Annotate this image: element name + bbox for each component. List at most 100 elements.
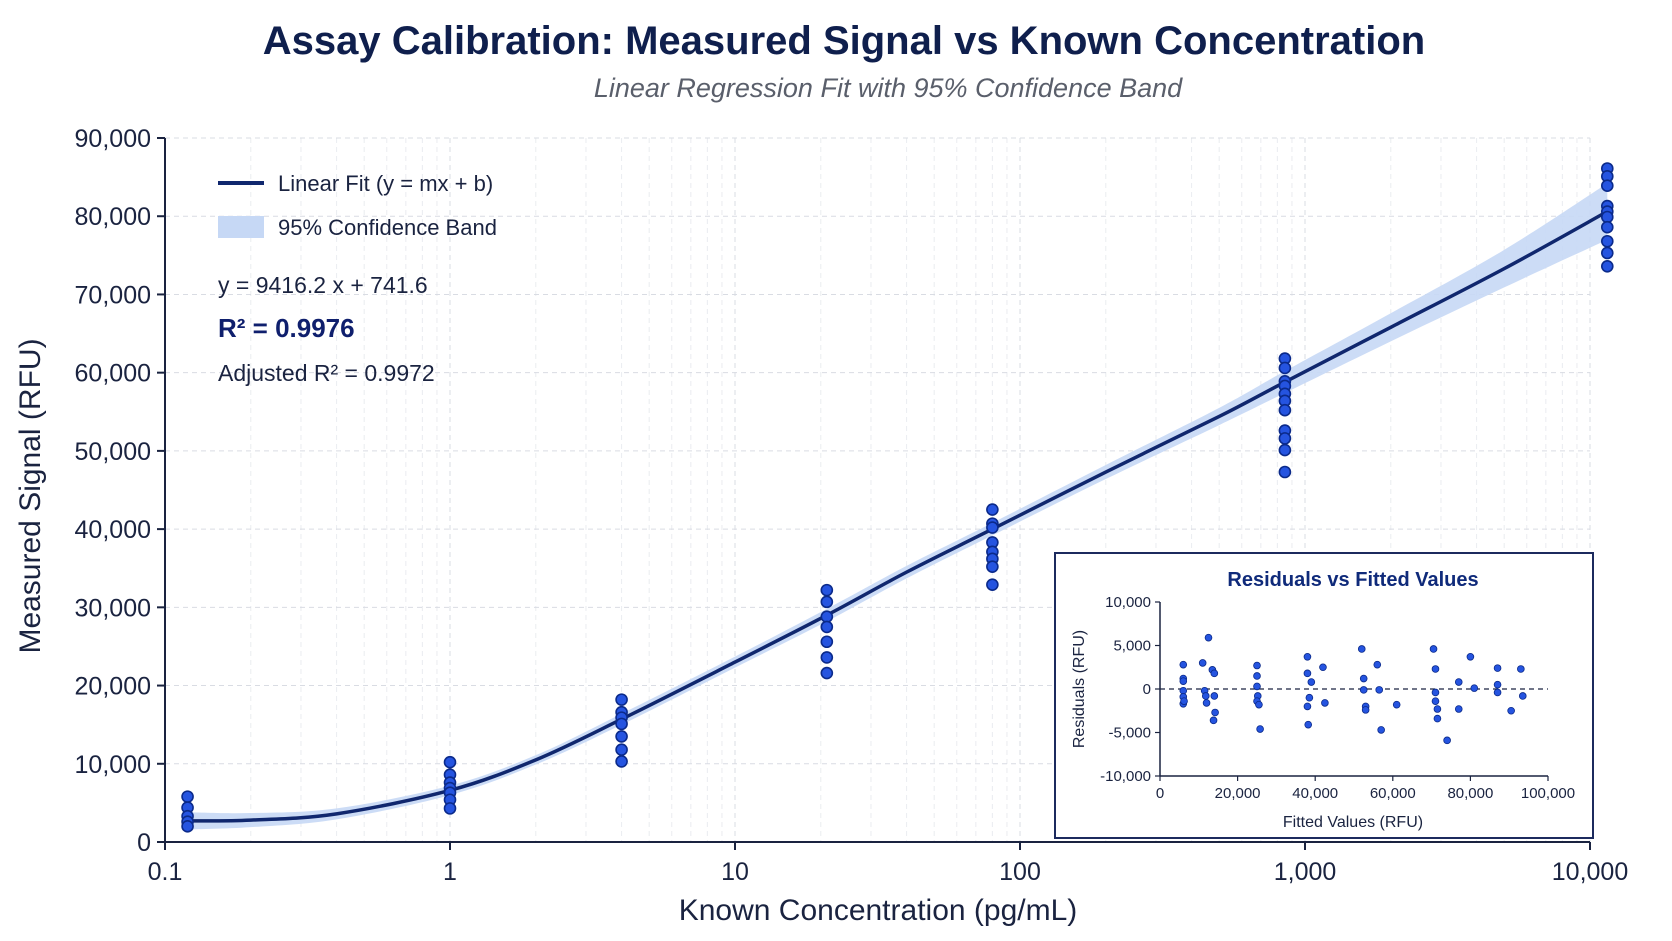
y-tick-label: 10,000 <box>75 751 151 779</box>
data-point <box>1600 246 1614 260</box>
y-tick-label: 60,000 <box>75 360 151 388</box>
residual-point <box>1210 692 1219 700</box>
legend-band-swatch <box>218 216 264 238</box>
data-point <box>820 620 834 634</box>
data-point <box>615 743 628 756</box>
data-point <box>1600 259 1614 273</box>
residual-point <box>1359 686 1368 694</box>
fit-line-layer <box>187 209 1609 823</box>
inset-y-axis-label: Residuals (RFU) <box>1071 630 1088 748</box>
data-point <box>443 802 457 815</box>
residual-point <box>1201 692 1210 700</box>
inset-x-tick-label: 100,000 <box>1521 785 1575 802</box>
residual-point <box>1493 688 1502 697</box>
data-point <box>820 666 834 680</box>
x-tick-label: 10 <box>721 858 749 886</box>
inset-x-tick-label: 20,000 <box>1215 785 1261 802</box>
fit-statistics: y = 9416.2 x + 741.6 R² = 0.9976 Adjuste… <box>218 272 435 386</box>
x-tick-label: 1 <box>443 858 457 886</box>
residual-point <box>1433 705 1442 713</box>
residual-point <box>1454 705 1463 713</box>
data-point <box>820 595 834 609</box>
residual-point <box>1373 660 1382 669</box>
residual-point <box>1303 702 1312 711</box>
residual-point <box>1256 725 1264 733</box>
data-point <box>181 820 194 833</box>
data-point <box>1278 443 1292 457</box>
y-tick-label: 50,000 <box>75 438 151 466</box>
legend-fit-label: Linear Fit (y = mx + b) <box>278 171 493 196</box>
residual-point <box>1305 693 1314 702</box>
data-point <box>615 693 628 706</box>
residual-point <box>1304 720 1313 729</box>
data-point <box>615 755 628 768</box>
residual-point <box>1431 697 1440 705</box>
inset-y-tick-label: 0 <box>1143 681 1151 698</box>
residual-point <box>1443 736 1451 745</box>
x-axis-label: Known Concentration (pg/mL) <box>679 894 1078 927</box>
residual-point <box>1431 665 1440 673</box>
data-point <box>443 755 457 769</box>
y-tick-label: 40,000 <box>75 516 151 544</box>
inset-x-tick-label: 40,000 <box>1292 785 1338 802</box>
inset-y-tick-label: -10,000 <box>1100 768 1151 785</box>
fit-equation: y = 9416.2 x + 741.6 <box>218 272 428 298</box>
data-point <box>1600 179 1614 193</box>
residual-point <box>1303 669 1312 678</box>
legend-band-label: 95% Confidence Band <box>278 215 497 240</box>
data-point <box>820 610 834 624</box>
x-tick-label: 100 <box>999 858 1041 886</box>
data-points-layer <box>181 162 1614 833</box>
y-tick-label: 80,000 <box>75 203 151 231</box>
data-point <box>1600 210 1614 224</box>
residual-point <box>1466 653 1475 661</box>
y-tick-label: 90,000 <box>75 125 151 153</box>
inset-y-tick-label: -5,000 <box>1108 725 1151 742</box>
inset-y-tick-label: 10,000 <box>1105 594 1151 611</box>
inset-plot: 0 20,000 40,000 60,000 80,000 100,000 -10,000 -… <box>1100 594 1575 802</box>
residual-point <box>1375 686 1384 694</box>
residual-point <box>1493 680 1502 689</box>
legend: Linear Fit (y = mx + b) 95% Confidence B… <box>218 171 497 240</box>
y-tick-label: 70,000 <box>75 281 151 309</box>
residual-point <box>1361 706 1370 714</box>
residual-point <box>1209 716 1218 725</box>
residual-point <box>1517 665 1525 673</box>
residual-point <box>1202 699 1211 707</box>
data-point <box>1600 234 1614 248</box>
residual-point <box>1321 699 1329 707</box>
r-squared: R² = 0.9976 <box>218 313 355 343</box>
inset-frame <box>1054 552 1594 839</box>
fit-line <box>187 209 1609 823</box>
inset-x-tick-label: 0 <box>1156 785 1164 802</box>
residual-point <box>1204 633 1213 642</box>
inset-x-tick-label: 60,000 <box>1370 785 1416 802</box>
data-point <box>986 503 999 516</box>
data-point <box>820 651 834 664</box>
axes <box>157 137 1591 850</box>
x-tick-label: 0.1 <box>148 858 183 886</box>
residual-point <box>1198 659 1207 667</box>
adjusted-r-squared: Adjusted R² = 0.9972 <box>218 360 435 386</box>
y-axis-label: Measured Signal (RFU) <box>14 338 47 653</box>
residual-point <box>1303 653 1312 661</box>
chart-subtitle: Linear Regression Fit with 95% Confidenc… <box>594 73 1183 103</box>
y-tick-label: 20,000 <box>75 673 151 701</box>
residual-point <box>1454 678 1463 686</box>
data-point <box>986 521 999 534</box>
x-tick-label: 10,000 <box>1552 858 1628 886</box>
data-point <box>1278 432 1292 445</box>
residual-point <box>1255 700 1263 709</box>
data-point <box>986 560 999 573</box>
residual-point <box>1180 697 1188 705</box>
residual-point <box>1210 669 1219 678</box>
chart-title: Assay Calibration: Measured Signal vs Kn… <box>263 19 1425 63</box>
data-point <box>1278 465 1292 479</box>
residual-point <box>1359 674 1368 683</box>
residual-point <box>1377 726 1385 734</box>
data-point <box>820 635 834 649</box>
inset-x-tick-label: 80,000 <box>1447 785 1493 802</box>
data-point <box>181 790 194 803</box>
residual-point <box>1319 663 1327 672</box>
